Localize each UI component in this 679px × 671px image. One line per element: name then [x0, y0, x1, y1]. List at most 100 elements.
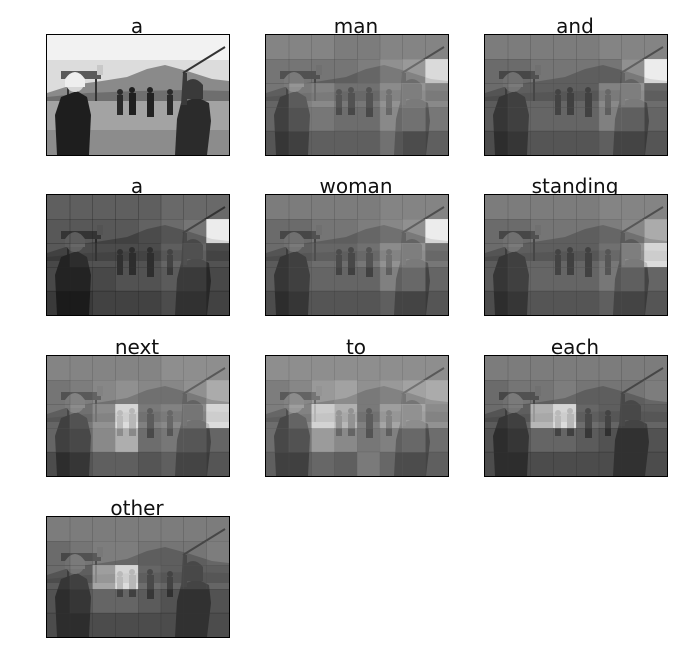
attention-cell	[288, 243, 312, 268]
attention-cell	[621, 356, 645, 381]
attention-cell	[621, 380, 645, 405]
attention-cell	[621, 428, 645, 453]
attention-cell	[485, 131, 509, 155]
attention-cell	[334, 267, 358, 292]
attention-cell	[160, 452, 184, 476]
attention-cell	[644, 195, 667, 220]
attention-cell	[47, 613, 71, 637]
attention-cell	[598, 35, 622, 60]
attention-cell	[92, 267, 116, 292]
attention-cell	[576, 243, 600, 268]
attention-cell	[357, 83, 381, 108]
attention-cell	[206, 428, 229, 453]
attention-cell	[530, 35, 554, 60]
attention-cell	[598, 380, 622, 405]
attention-cell	[206, 589, 229, 614]
attention-cell	[576, 291, 600, 315]
attention-cell	[183, 356, 207, 381]
attention-cell	[92, 565, 116, 590]
attention-cell	[138, 428, 162, 453]
attention-cell	[69, 219, 93, 244]
panel-word-label: each	[550, 335, 600, 359]
attention-cell	[160, 291, 184, 315]
attention-cell	[138, 589, 162, 614]
attention-cell	[425, 404, 448, 429]
attention-cell	[402, 131, 426, 155]
attention-cell	[530, 195, 554, 220]
attention-cell	[485, 83, 509, 108]
attention-cell	[47, 291, 71, 315]
attention-cell	[425, 452, 448, 476]
attention-cell	[334, 35, 358, 60]
attention-cell	[644, 291, 667, 315]
attention-cell	[425, 428, 448, 453]
attention-cell	[576, 131, 600, 155]
attention-cell	[507, 59, 531, 84]
attention-cell	[598, 243, 622, 268]
attention-cell	[598, 356, 622, 381]
attention-cell	[311, 107, 335, 132]
attention-cell	[425, 59, 448, 84]
attention-cell	[311, 380, 335, 405]
attention-cell	[485, 380, 509, 405]
attention-cell	[160, 195, 184, 220]
attention-cell	[160, 517, 184, 542]
attention-cell	[576, 219, 600, 244]
attention-cell	[553, 380, 577, 405]
attention-cell	[402, 83, 426, 108]
attention-cell	[311, 59, 335, 84]
attention-cell	[160, 613, 184, 637]
attention-cell	[357, 356, 381, 381]
photo-image	[47, 356, 229, 476]
panel-word-label: standing	[531, 174, 619, 198]
attention-cell	[115, 589, 139, 614]
panel-word-label: next	[114, 335, 160, 359]
attention-cell	[621, 131, 645, 155]
attention-cell	[379, 243, 403, 268]
attention-cell	[644, 380, 667, 405]
attention-cell	[379, 291, 403, 315]
photo-image	[485, 195, 667, 315]
attention-cell	[485, 107, 509, 132]
attention-cell	[553, 195, 577, 220]
attention-cell	[138, 267, 162, 292]
attention-cell	[69, 267, 93, 292]
attention-cell	[357, 243, 381, 268]
attention-cell	[402, 380, 426, 405]
photo-panel	[265, 34, 449, 156]
attention-cell	[644, 59, 667, 84]
attention-cell	[206, 541, 229, 566]
attention-cell	[115, 404, 139, 429]
attention-cell	[357, 131, 381, 155]
attention-cell	[334, 291, 358, 315]
attention-cell	[206, 291, 229, 315]
attention-panel: a	[46, 16, 230, 156]
attention-cell	[69, 380, 93, 405]
panel-word-label: woman	[319, 174, 393, 198]
attention-cell	[311, 243, 335, 268]
attention-cell	[357, 404, 381, 429]
attention-cell	[115, 195, 139, 220]
attention-cell	[288, 380, 312, 405]
attention-cell	[402, 428, 426, 453]
attention-cell	[530, 59, 554, 84]
attention-cell	[379, 219, 403, 244]
attention-cell	[598, 219, 622, 244]
attention-cell	[115, 541, 139, 566]
attention-cell	[644, 35, 667, 60]
attention-cell	[507, 195, 531, 220]
attention-cell	[402, 356, 426, 381]
attention-cell	[357, 291, 381, 315]
attention-cell	[644, 267, 667, 292]
attention-cell	[425, 195, 448, 220]
photo-image	[47, 35, 229, 155]
attention-cell	[621, 195, 645, 220]
photo-panel	[484, 34, 668, 156]
attention-cell	[160, 541, 184, 566]
photo-image	[266, 195, 448, 315]
attention-cell	[334, 356, 358, 381]
attention-cell	[266, 243, 290, 268]
attention-cell	[379, 83, 403, 108]
attention-cell	[553, 59, 577, 84]
attention-cell	[598, 452, 622, 476]
